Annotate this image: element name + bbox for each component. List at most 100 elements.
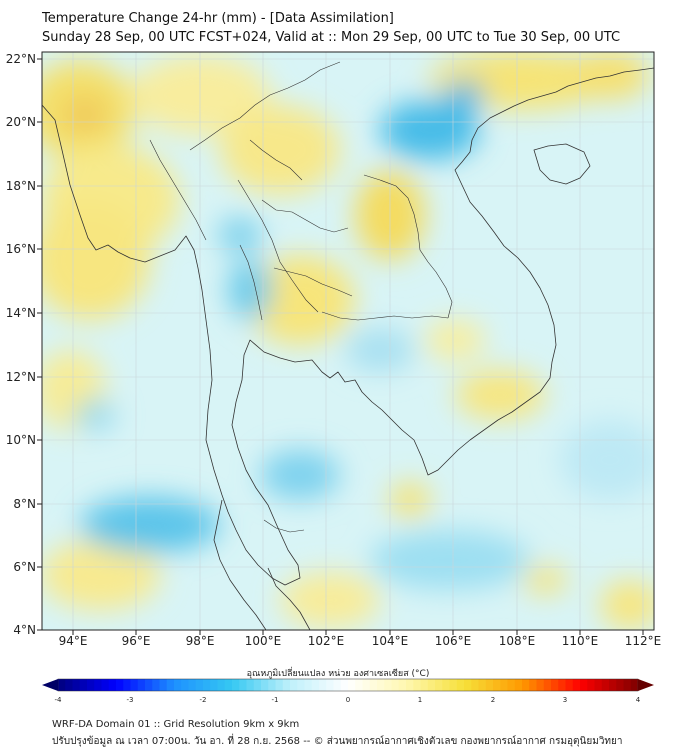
colorbar-segment: [587, 679, 595, 691]
colorbar-segments: [57, 678, 639, 692]
colorbar-segment: [420, 679, 429, 691]
colorbar-segment: [377, 679, 385, 691]
colorbar-segment: [304, 679, 313, 691]
colorbar-segment: [601, 679, 610, 691]
colorbar-segment: [435, 679, 443, 691]
colorbar-segment: [500, 679, 508, 691]
colorbar-segment: [485, 679, 494, 691]
temperature-change-map: 94°E 96°E 98°E 100°E 102°E 104°E 106°E 1…: [6, 51, 662, 648]
field-layer: [42, 52, 654, 630]
footer-credit: ปรับปรุงข้อมูล ณ เวลา 07:00น. วัน อา. ที…: [52, 736, 623, 747]
colorbar-tick-label: 1: [418, 696, 422, 704]
lon-tick-label: 108°E: [499, 634, 536, 648]
colorbar-segment: [340, 679, 349, 691]
colorbar-segment: [464, 679, 472, 691]
colorbar-segment: [101, 679, 110, 691]
border-thai-lao: [237, 179, 319, 313]
colorbar-segment: [145, 679, 153, 691]
borders: [149, 61, 453, 533]
colorbar-segment: [348, 679, 356, 691]
colorbar-segment: [384, 679, 392, 691]
border-cambodia-north: [321, 311, 449, 321]
colorbar-segment: [87, 679, 95, 691]
colorbar-segment: [427, 679, 436, 691]
colorbar-ticks: -4 -3 -2 -1 0 1 2 3 4: [55, 696, 641, 704]
lat-tick-label: 4°N: [13, 623, 36, 637]
colorbar-segment: [311, 679, 320, 691]
map-border: [41, 51, 655, 631]
colorbar-segment: [551, 679, 559, 691]
tick-marks: [37, 58, 644, 635]
colorbar-segment: [543, 679, 552, 691]
colorbar-segment: [456, 679, 465, 691]
colorbar-tick-label: -2: [200, 696, 207, 704]
lon-tick-label: 100°E: [245, 634, 282, 648]
colorbar-segment: [94, 679, 102, 691]
colorbar-segment: [449, 679, 458, 691]
lon-tick-label: 112°E: [625, 634, 662, 648]
colorbar-max-arrow: [638, 679, 654, 691]
lat-tick-label: 10°N: [6, 433, 36, 447]
colorbar-segment: [507, 679, 516, 691]
colorbar-segment: [623, 679, 632, 691]
colorbar-segment: [471, 679, 479, 691]
colorbar-segment: [297, 679, 305, 691]
colorbar-segment: [246, 679, 255, 691]
colorbar-segment: [514, 679, 523, 691]
lon-tick-labels: 94°E 96°E 98°E 100°E 102°E 104°E 106°E 1…: [59, 634, 662, 648]
colorbar-segment: [529, 679, 537, 691]
colorbar-segment: [137, 679, 146, 691]
colorbar-segment: [493, 679, 501, 691]
colorbar-segment: [572, 679, 581, 691]
colorbar: -4 -3 -2 -1 0 1 2 3 4: [42, 678, 654, 704]
map-title: Temperature Change 24-hr (mm) - [Data As…: [42, 11, 394, 26]
colorbar-segment: [333, 679, 342, 691]
colorbar-segment: [268, 679, 276, 691]
lon-tick-label: 106°E: [435, 634, 472, 648]
coastlines: [42, 67, 654, 630]
lat-tick-label: 8°N: [13, 497, 36, 511]
colorbar-segment: [406, 679, 414, 691]
colorbar-segment: [609, 679, 617, 691]
graticule: [42, 52, 654, 630]
colorbar-segment: [290, 679, 298, 691]
colorbar-segment: [195, 679, 204, 691]
lon-tick-label: 110°E: [562, 634, 599, 648]
colorbar-segment: [58, 679, 66, 691]
province-lines-3: [249, 139, 303, 181]
colorbar-segment: [326, 679, 334, 691]
colorbar-segment: [166, 679, 175, 691]
colorbar-segment: [239, 679, 247, 691]
lat-tick-label: 20°N: [6, 115, 36, 129]
lon-tick-label: 98°E: [186, 634, 215, 648]
colorbar-segment: [355, 679, 363, 691]
lon-tick-label: 102°E: [308, 634, 345, 648]
colorbar-segment: [580, 679, 588, 691]
border-myanmar-internal: [149, 139, 207, 241]
lon-tick-label: 96°E: [122, 634, 151, 648]
colorbar-segment: [224, 679, 233, 691]
border-lao-vietnam: [363, 174, 453, 319]
colorbar-segment: [413, 679, 421, 691]
colorbar-segment: [72, 679, 81, 691]
colorbar-tick-label: 3: [563, 696, 567, 704]
colorbar-segment: [152, 679, 160, 691]
colorbar-segment: [282, 679, 291, 691]
lat-tick-label: 12°N: [6, 370, 36, 384]
colorbar-tick-label: -3: [127, 696, 134, 704]
colorbar-segment: [362, 679, 371, 691]
colorbar-segment: [522, 679, 530, 691]
colorbar-segment: [217, 679, 226, 691]
province-lines-2: [273, 267, 353, 297]
colorbar-segment: [116, 679, 124, 691]
colorbar-segment: [594, 679, 603, 691]
colorbar-segment: [79, 679, 88, 691]
colorbar-tick-label: 2: [491, 696, 495, 704]
mainland-coast: [42, 67, 654, 586]
colorbar-segment: [398, 679, 407, 691]
colorbar-segment: [203, 679, 211, 691]
peninsula-coast-east: [267, 567, 311, 630]
colorbar-tick-label: -4: [55, 696, 63, 704]
colorbar-segment: [630, 679, 639, 691]
colorbar-segment: [391, 679, 400, 691]
